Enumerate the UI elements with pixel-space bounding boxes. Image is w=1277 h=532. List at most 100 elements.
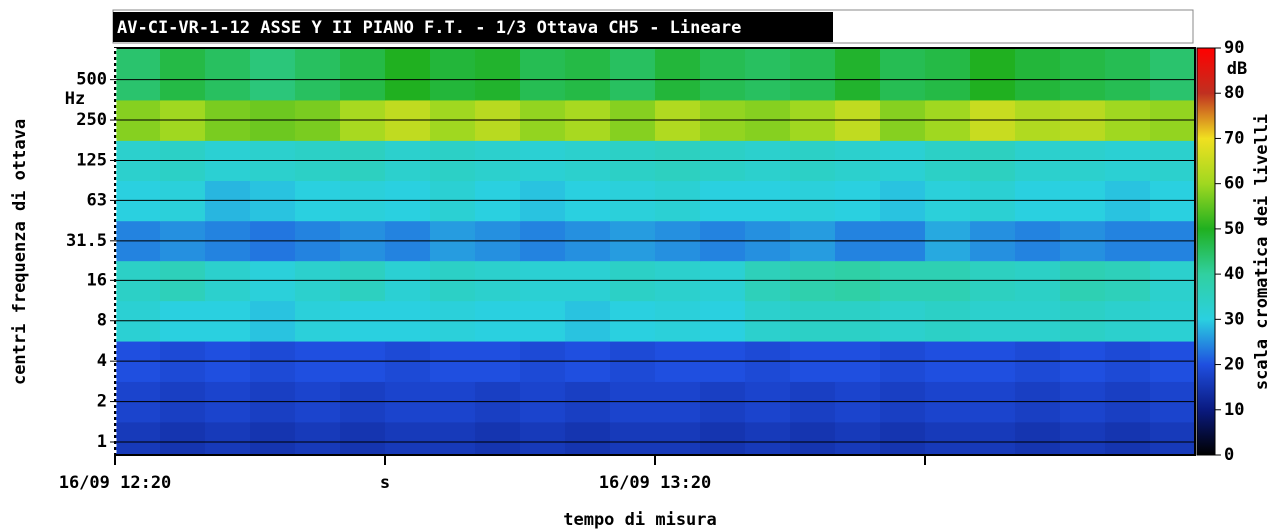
heat-cell: [565, 48, 611, 101]
y-tick-label: 4: [97, 351, 107, 371]
heat-cell: [655, 48, 701, 101]
chart-title: AV-CI-VR-1-12 ASSE Y II PIANO F.T. - 1/3…: [117, 18, 741, 38]
heat-cell: [385, 260, 431, 302]
heat-cell: [340, 260, 386, 302]
y-tick-label: 31.5: [66, 231, 107, 251]
heat-cell: [1105, 260, 1151, 302]
colorbar-tick-label: 60: [1224, 174, 1244, 194]
heat-cell: [880, 48, 926, 101]
heat-cell: [565, 260, 611, 302]
colorbar-tick-label: 50: [1224, 219, 1244, 239]
title-background: [113, 12, 833, 42]
heat-cell: [160, 260, 206, 302]
heat-cell: [205, 421, 251, 456]
heat-cell: [565, 421, 611, 456]
heat-cell: [745, 260, 791, 302]
heat-cell: [520, 48, 566, 101]
heat-cell: [340, 48, 386, 101]
heat-cell: [115, 260, 161, 302]
heat-cell: [115, 421, 161, 456]
y-tick-label: 1: [97, 432, 107, 452]
x-axis-label: tempo di misura: [563, 510, 717, 530]
heat-cell: [430, 48, 476, 101]
heat-cell: [385, 48, 431, 101]
heat-cell: [790, 421, 836, 456]
y-tick-label: 125: [76, 150, 107, 170]
heat-cell: [205, 48, 251, 101]
x-tick-label: 16/09 12:20: [59, 473, 172, 493]
heat-cell: [790, 48, 836, 101]
heat-cell: [1150, 421, 1196, 456]
heat-cell: [430, 260, 476, 302]
heat-cell: [520, 260, 566, 302]
heat-cell: [925, 48, 971, 101]
heat-cell: [1150, 260, 1196, 302]
y-unit: Hz: [65, 89, 85, 109]
y-tick-label: 8: [97, 311, 107, 331]
heat-cell: [880, 421, 926, 456]
heat-cell: [160, 48, 206, 101]
heat-cell: [1105, 421, 1151, 456]
heat-cell: [925, 421, 971, 456]
x-tick-label: 16/09 13:20: [599, 473, 712, 493]
heat-cell: [1015, 48, 1061, 101]
colorbar-tick-label: 20: [1224, 355, 1244, 375]
colorbar-tick-label: 40: [1224, 264, 1244, 284]
heat-cell: [250, 260, 296, 302]
colorbar: [1196, 47, 1216, 456]
heat-cell: [970, 421, 1016, 456]
heat-cell: [1060, 260, 1106, 302]
heat-cell: [295, 421, 341, 456]
heat-cell: [835, 48, 881, 101]
colorbar-tick-label: 10: [1224, 400, 1244, 420]
heat-cell: [700, 48, 746, 101]
heat-cell: [295, 48, 341, 101]
colorbar-tick-label: 70: [1224, 128, 1244, 148]
colorbar-unit: dB: [1227, 59, 1247, 79]
heat-cell: [250, 48, 296, 101]
colorbar-tick-label: 90: [1224, 38, 1244, 58]
y-tick-label: 250: [76, 110, 107, 130]
heat-cell: [520, 421, 566, 456]
heat-cell: [1060, 48, 1106, 101]
colorbar-tick-label: 0: [1224, 445, 1234, 465]
heat-cell: [610, 260, 656, 302]
heat-cell: [745, 48, 791, 101]
heat-cell: [610, 421, 656, 456]
heat-cell: [880, 260, 926, 302]
heat-cell: [790, 260, 836, 302]
heat-cell: [1060, 421, 1106, 456]
heat-cell: [655, 421, 701, 456]
colorbar-tick-label: 80: [1224, 83, 1244, 103]
y-tick-label: 2: [97, 392, 107, 412]
y-tick-label: 16: [87, 270, 107, 290]
y-tick-label: 500: [76, 70, 107, 90]
x-tick-label: s: [380, 473, 390, 493]
heat-cell: [970, 260, 1016, 302]
heat-cell: [250, 421, 296, 456]
heat-cell: [115, 48, 161, 101]
y-axis-label: centri frequenza di ottava: [10, 119, 30, 385]
heat-cell: [475, 260, 521, 302]
heat-cell: [970, 48, 1016, 101]
heat-cell: [835, 260, 881, 302]
heat-cell: [1015, 260, 1061, 302]
heat-cell: [835, 421, 881, 456]
heat-cell: [205, 260, 251, 302]
heat-cell: [925, 260, 971, 302]
heat-cell: [700, 260, 746, 302]
heat-cell: [385, 421, 431, 456]
heat-cell: [700, 421, 746, 456]
heat-cell: [160, 421, 206, 456]
colorbar-label: scala cromatica dei livelli: [1252, 114, 1272, 390]
y-tick-label: 63: [87, 190, 107, 210]
colorbar-tick-label: 30: [1224, 309, 1244, 329]
heat-cell: [655, 260, 701, 302]
heat-cell: [475, 421, 521, 456]
heat-cell: [1015, 421, 1061, 456]
heat-cell: [610, 48, 656, 101]
heat-cell: [745, 421, 791, 456]
heat-cell: [1150, 48, 1196, 101]
heat-cell: [295, 260, 341, 302]
